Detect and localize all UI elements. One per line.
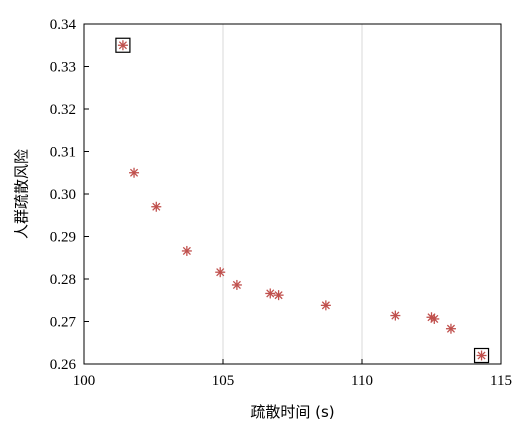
x-tick-label: 105 [212,373,235,389]
data-point [429,313,440,324]
data-point [151,201,162,212]
grid-lines [222,24,363,364]
highlight-box [473,347,490,364]
x-tick-label: 100 [73,373,96,389]
y-tick-label: 0.33 [50,60,76,76]
data-points [115,37,490,364]
data-point [231,279,242,290]
x-tick-label: 115 [490,373,512,389]
y-tick-label: 0.32 [50,102,76,118]
data-point [473,347,490,364]
data-point [115,37,131,53]
data-point [265,288,276,299]
data-point [445,323,456,334]
axis-ticks: 100 105 110 115 0.26 0.27 0.28 0.29 0.30 0.31 0.32… [50,17,512,389]
data-point [273,290,284,301]
data-point [215,267,226,278]
y-axis-title: 人群疏散风险 [13,149,31,239]
y-tick-label: 0.27 [50,315,77,331]
y-tick-label: 0.26 [50,357,77,373]
data-point [181,245,192,256]
x-tick-label: 110 [351,373,373,389]
highlight-box [115,37,131,53]
y-tick-label: 0.34 [50,17,77,33]
plot-area-frame [83,23,502,365]
y-tick-label: 0.29 [50,230,76,246]
y-tick-label: 0.31 [50,145,76,161]
data-point [320,300,331,311]
x-axis-title: 疏散时间 (s) [250,403,334,421]
data-point [390,310,401,321]
data-point [426,312,437,323]
data-point [129,167,140,178]
y-tick-label: 0.30 [50,187,76,203]
y-tick-label: 0.28 [50,272,76,288]
